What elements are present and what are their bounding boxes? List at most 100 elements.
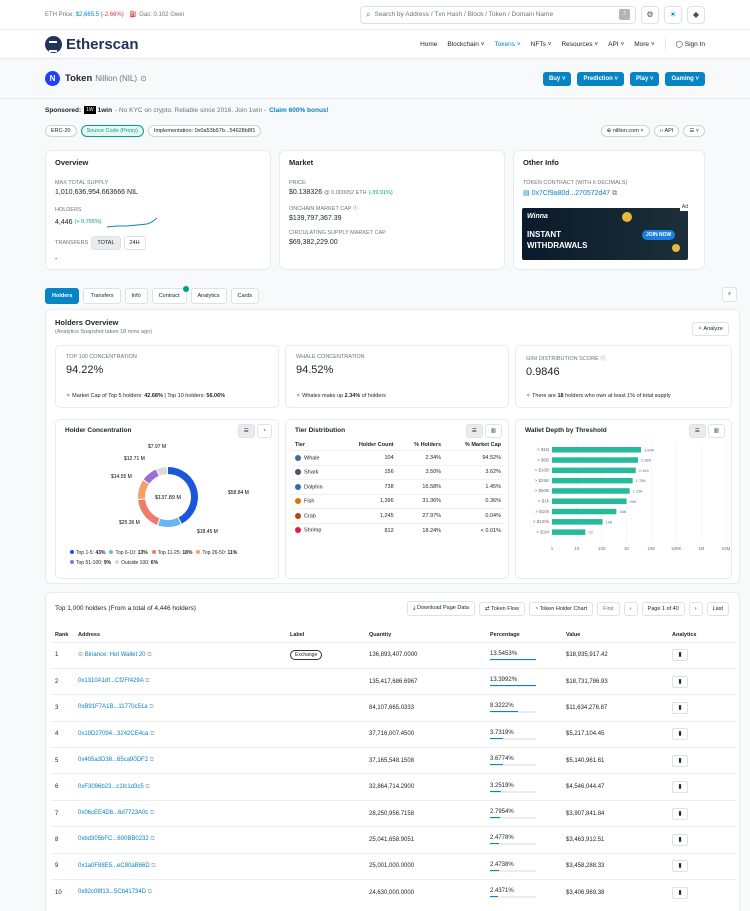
holder-address[interactable]: Binance: Hot Wallet 20 [84,652,146,659]
nav-resources[interactable]: Resources ˅ [561,41,598,48]
legend-item[interactable]: Top 1-5: 43% [70,550,105,556]
last-page-button[interactable]: Last [706,601,729,616]
ad-banner[interactable]: Ad Winna INSTANT WITHDRAWALS JOIN NOW [522,203,690,260]
website-button[interactable]: ⊕ nillion.com ˅ [600,125,650,137]
nav-api[interactable]: API ˅ [608,41,624,48]
next-page-icon[interactable]: › [688,601,703,616]
analytics-icon[interactable]: ▮ [672,781,688,794]
depth-bar[interactable] [552,488,630,494]
holder-chart-button[interactable]: ◔ Token Holder Chart [528,601,593,616]
sign-in-link[interactable]: ◯ Sign In [676,40,705,48]
erc20-pill[interactable]: ERC-20 [45,125,77,137]
list-view-icon[interactable]: ☰ [237,424,255,438]
bar-view-icon[interactable]: ▥ [484,424,502,438]
ethereum-icon[interactable]: ◆ [687,5,705,24]
gas-price[interactable]: ⛽ Gas: 0.102 Gwei [130,11,184,18]
legend-item[interactable]: Outside 100: 6% [115,560,158,566]
list-view-icon[interactable]: ☰ [465,424,483,438]
prev-page-icon[interactable]: ‹ [623,601,638,616]
donut-slice[interactable] [168,467,198,524]
source-code-pill[interactable]: Source Code (Proxy) [80,125,144,137]
play-button[interactable]: Play ˅ [629,71,660,86]
holder-address[interactable]: 0xB91F7A1B...11770c51a [78,704,148,711]
ad-join-button[interactable]: JOIN NOW [642,230,676,240]
copy-icon[interactable]: ⧉ [147,889,153,896]
donut-slice[interactable] [138,499,160,525]
nav-more[interactable]: More ˅ [634,41,654,48]
depth-bar[interactable] [552,457,638,463]
depth-bar[interactable] [552,508,617,515]
analytics-icon[interactable]: ▮ [672,860,688,873]
tab-analytics[interactable]: Analytics [190,288,227,304]
theme-icon[interactable]: ☀ [664,5,682,24]
copy-icon[interactable]: ⧉ [150,730,155,737]
holder-address[interactable]: 0x1310A1df...Cf2Ff429A [78,678,144,685]
tab-cards[interactable]: Cards [230,288,260,304]
analytics-icon[interactable]: ▮ [672,807,688,820]
tab-info[interactable]: Info [124,288,148,304]
analytics-icon[interactable]: ▮ [672,649,688,662]
donut-slice[interactable] [158,517,181,527]
copy-icon[interactable]: ⧉ [147,652,152,659]
copy-icon[interactable]: ⧉ [151,862,156,869]
donut-slice[interactable] [138,480,149,499]
tab-holders[interactable]: Holders [45,288,80,304]
transfers-total-tab[interactable]: TOTAL [91,236,121,250]
donut-slice[interactable] [143,469,159,484]
analytics-icon[interactable]: ▮ [672,675,688,688]
depth-bar[interactable] [552,519,603,525]
search-icon[interactable]: ⌕ [722,287,738,302]
legend-item[interactable]: Top 11-25: 18% [151,550,192,556]
implementation-pill[interactable]: Implementation: 0x0a53b97b...54628b8f1 [147,125,262,137]
copy-icon[interactable]: ⧉ [145,678,150,685]
copy-icon[interactable]: ⧉ [150,810,155,817]
bar-view-icon[interactable]: ▥ [707,424,725,438]
search-input[interactable]: ⌕ Search by Address / Txn Hash / Block /… [360,5,636,24]
copy-icon[interactable]: ⧉ [145,783,150,790]
copy-icon[interactable]: ⧉ [612,190,618,197]
donut-slice[interactable] [156,467,168,476]
tab-transfers[interactable]: Transfers [83,288,121,304]
nav-home[interactable]: Home [420,40,438,48]
buy-button[interactable]: Buy ˅ [542,71,572,86]
list-view-icon[interactable]: ☰ [688,424,706,438]
depth-bar[interactable] [552,447,642,453]
depth-bar[interactable] [552,477,633,484]
contract-address[interactable]: 0x7Cf9a80d...270572d47 [531,190,611,197]
holder-label-badge[interactable]: Exchange [290,650,323,661]
nav-nfts[interactable]: NFTs ˅ [531,41,552,48]
logo[interactable]: Etherscan [45,35,139,53]
analytics-icon[interactable]: ▮ [672,754,688,767]
first-page-button[interactable]: First [597,601,620,616]
analytics-icon[interactable]: ▮ [672,728,688,741]
more-options-button[interactable]: ☰ ˅ [683,125,705,137]
analyze-button[interactable]: ✧ Analyze [691,322,729,336]
analytics-icon[interactable]: ▮ [672,833,688,846]
holder-address[interactable]: 0x19D27094...3242CE4ca [78,730,149,737]
holder-address[interactable]: 0xF3096b23...c1fc1d3c5 [78,783,144,790]
copy-icon[interactable]: ⧉ [149,757,155,764]
copy-icon[interactable]: ⧉ [150,836,155,843]
holder-address[interactable]: 0xbd305bFC...600BB0232 [78,836,149,843]
settings-icon[interactable]: ⚙ [641,5,659,24]
copy-icon[interactable]: ⧉ [149,704,154,711]
analytics-icon[interactable]: ▮ [672,886,688,899]
nav-blockchain[interactable]: Blockchain ˅ [447,41,484,48]
legend-item[interactable]: Top 6-10: 13% [109,550,148,556]
depth-bar[interactable] [552,529,586,535]
depth-bar[interactable] [552,498,627,505]
depth-bar[interactable] [552,467,636,474]
holder-address[interactable]: 0x1a0F88E5...eC80aB66D [78,862,150,869]
prediction-button[interactable]: Prediction ˅ [577,71,624,86]
transfers-24h-tab[interactable]: 24H [123,236,146,250]
analytics-icon[interactable]: ▮ [672,701,688,714]
nav-tokens[interactable]: Tokens ˅ [494,41,520,48]
token-flow-button[interactable]: ⇄ Token Flow [478,601,525,616]
tab-contract[interactable]: Contract [151,286,189,304]
pie-view-icon[interactable]: ◔ [256,424,272,438]
legend-item[interactable]: Top 51-100: 9% [70,560,111,566]
download-button[interactable]: ⤓ Download Page Data [407,601,475,616]
api-button[interactable]: ‹› API [653,125,680,137]
sponsor-link[interactable]: Claim 600% bonus! [269,106,329,114]
legend-item[interactable]: Top 26-50: 11% [196,550,237,556]
